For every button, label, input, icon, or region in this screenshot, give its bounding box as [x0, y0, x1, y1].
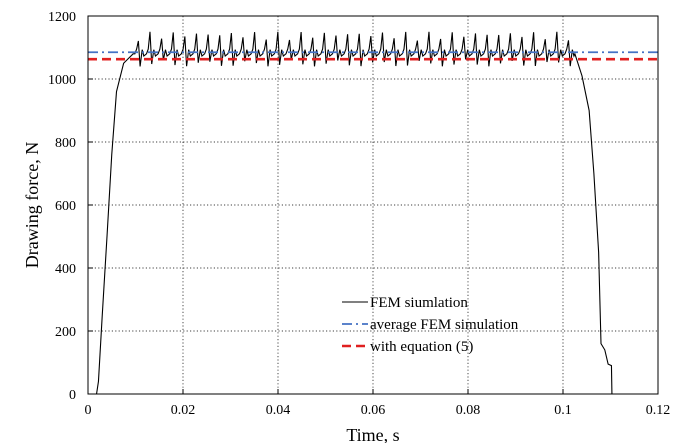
x-tick-label: 0.02	[171, 403, 196, 418]
x-axis-title: Time, s	[346, 425, 399, 443]
x-tick-label: 0.04	[266, 403, 291, 418]
legend: FEM siumlation average FEM simulation wi…	[342, 295, 519, 355]
x-tick-label: 0	[85, 403, 92, 418]
x-tick-label: 0.06	[361, 403, 386, 418]
y-tick-label: 200	[55, 325, 76, 340]
x-tick-label: 0.12	[646, 403, 671, 418]
grid	[88, 16, 658, 394]
x-tick-label: 0.1	[554, 403, 572, 418]
y-tick-label: 1200	[48, 10, 76, 25]
x-tick-label: 0.08	[456, 403, 481, 418]
y-tick-label: 800	[55, 136, 76, 151]
legend-label-equation: with equation (5)	[370, 339, 473, 355]
legend-label-fem-simulation: FEM siumlation	[370, 295, 468, 311]
axis-ticks: 0 0.02 0.04 0.06 0.08 0.1 0.12 0 200 400 600 800 100…	[48, 10, 670, 418]
plot-series	[88, 31, 658, 395]
legend-label-average-fem: average FEM simulation	[370, 317, 519, 333]
y-tick-label: 0	[69, 388, 76, 403]
y-axis-title: Drawing force, N	[22, 142, 42, 268]
y-tick-label: 1000	[48, 73, 76, 88]
y-tick-label: 600	[55, 199, 76, 214]
y-tick-label: 400	[55, 262, 76, 277]
